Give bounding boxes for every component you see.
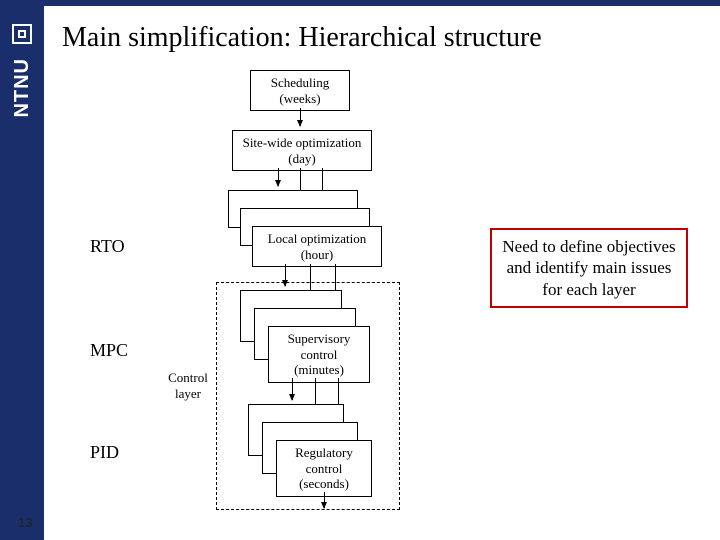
box-sitewide: Site-wide optimization(day) — [232, 130, 372, 171]
box-supervisory: Supervisorycontrol(minutes) — [268, 326, 370, 383]
ntnu-logo-icon — [12, 24, 32, 44]
label-rto: RTO — [90, 236, 125, 257]
control-layer-label: Controllayer — [162, 370, 214, 401]
page-number: 13 — [18, 515, 32, 530]
callout-text: Need to define objectives and identify m… — [502, 237, 675, 299]
box-regulatory: Regulatorycontrol(seconds) — [276, 440, 372, 497]
box-scheduling: Scheduling(weeks) — [250, 70, 350, 111]
arrow-1 — [300, 108, 301, 126]
box-local: Local optimization(hour) — [252, 226, 382, 267]
sidebar: NTNU — [0, 6, 44, 540]
arrow-2a — [278, 168, 279, 186]
sidebar-org-label: NTNU — [11, 58, 34, 118]
label-mpc: MPC — [90, 340, 128, 361]
page-title: Main simplification: Hierarchical struct… — [62, 22, 542, 54]
top-bar — [0, 0, 720, 6]
hierarchy-diagram: Scheduling(weeks) Site-wide optimization… — [200, 60, 410, 530]
arrow-5 — [324, 492, 325, 508]
callout-box: Need to define objectives and identify m… — [490, 228, 688, 308]
arrow-4a — [292, 378, 293, 400]
label-pid: PID — [90, 442, 119, 463]
